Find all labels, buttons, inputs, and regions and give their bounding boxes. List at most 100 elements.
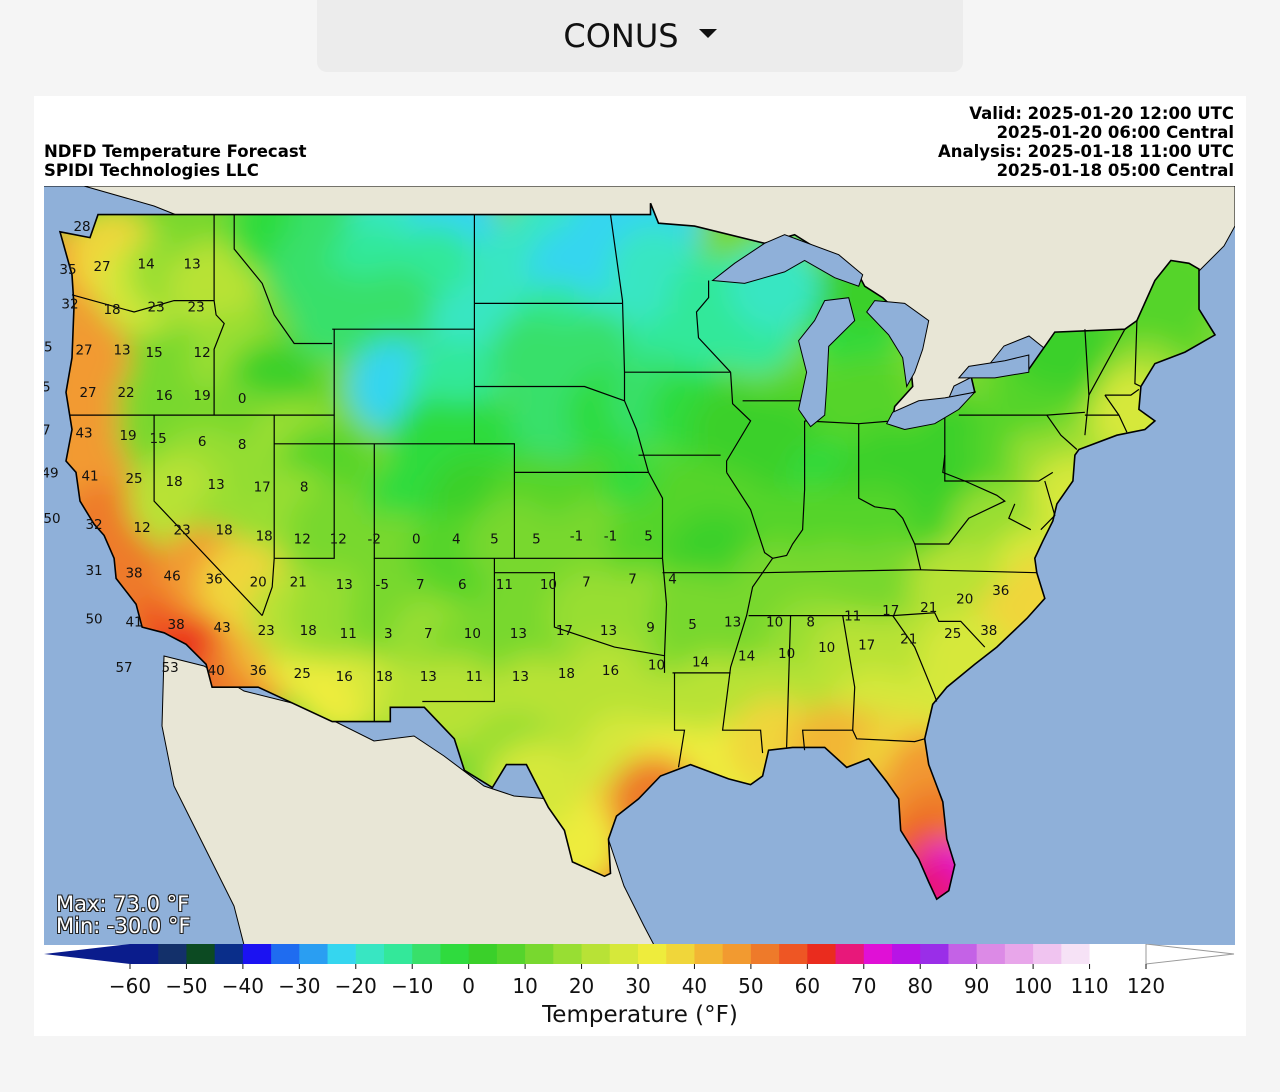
temperature-value-label: 4 <box>452 531 461 547</box>
colorbar-cell <box>130 944 159 964</box>
colorbar-tick-label: 110 <box>1070 974 1108 998</box>
temperature-value-label: 4 <box>668 571 677 587</box>
valid-time-utc: Valid: 2025-01-20 12:00 UTC <box>969 104 1234 123</box>
state-border <box>852 729 925 743</box>
temperature-value-label: 18 <box>256 528 273 544</box>
colorbar-cell <box>299 944 329 964</box>
chevron-down-icon[interactable] <box>698 28 717 38</box>
colorbar-cell <box>158 944 188 964</box>
state-border <box>1040 480 1056 531</box>
temperature-value-label: 7 <box>628 571 637 587</box>
state-border <box>944 415 1054 482</box>
temperature-value-label: 43 <box>75 425 92 441</box>
colorbar-cell <box>807 944 837 964</box>
temperature-value-label: 21 <box>290 574 307 590</box>
colorbar-cell <box>779 944 808 964</box>
analysis-time-utc: Analysis: 2025-01-18 11:00 UTC <box>937 142 1234 161</box>
temperature-value-label: 5 <box>688 617 697 633</box>
colorbar-tick-label: 0 <box>462 974 475 998</box>
temperature-value-label: 18 <box>558 666 575 682</box>
colorbar-cell <box>976 944 1006 964</box>
temperature-value-label: 8 <box>806 614 815 630</box>
state-border <box>695 280 732 373</box>
colorbar-tick-label: 40 <box>682 974 707 998</box>
temperature-value-label: 11 <box>844 609 861 625</box>
colorbar-tick-label: 80 <box>907 974 932 998</box>
temperature-value-label: 13 <box>420 669 437 685</box>
temperature-value-label: 12 <box>294 531 311 547</box>
state-border <box>274 443 335 559</box>
colorbar-cell <box>1089 944 1119 964</box>
colorbar-cell <box>412 944 442 964</box>
colorbar-cell <box>920 944 950 964</box>
min-max-stats: Max: 73.0 °F Min: -30.0 °F <box>56 893 191 937</box>
temperature-value-label: 13 <box>510 626 527 642</box>
state-border <box>233 214 333 345</box>
temperature-value-label: 47 <box>44 422 51 438</box>
state-border <box>1046 411 1085 416</box>
temperature-value-label: 21 <box>900 632 917 648</box>
state-border <box>760 569 1037 574</box>
temperature-value-label: 16 <box>336 669 353 685</box>
state-border <box>609 214 650 473</box>
temperature-value-label: 18 <box>216 523 233 539</box>
state-border <box>673 672 686 768</box>
temperature-value-label: 36 <box>206 571 223 587</box>
state-border <box>786 615 792 748</box>
temperature-value-label: 5 <box>644 528 653 544</box>
temperature-value-label: 3 <box>384 626 393 642</box>
temperature-value-label: 15 <box>145 345 162 361</box>
temperature-blob <box>348 268 441 361</box>
colorbar-cell <box>468 944 498 964</box>
temperature-value-label: 40 <box>208 663 225 679</box>
temperature-value-label: 35 <box>59 262 76 278</box>
temperature-value-label: 14 <box>137 256 154 272</box>
temperature-value-label: 10 <box>778 646 795 662</box>
state-border <box>726 372 752 473</box>
state-border <box>892 615 938 702</box>
temperature-value-label: 28 <box>73 219 90 235</box>
temperature-value-label: 7 <box>582 574 591 590</box>
analysis-time-central: 2025-01-18 05:00 Central <box>996 161 1234 180</box>
colorbar-tick-label: 50 <box>738 974 763 998</box>
temperature-value-label: 13 <box>208 477 225 493</box>
temperature-value-label: 53 <box>162 660 179 676</box>
colorbar-title: Temperature (°F) <box>542 1002 738 1028</box>
colorbar-overflow <box>1145 944 1235 965</box>
temperature-value-label: 12 <box>194 345 211 361</box>
temperature-value-label: 18 <box>300 623 317 639</box>
temperature-value-label: 0 <box>238 391 247 407</box>
temperature-value-label: 32 <box>61 296 78 312</box>
temperature-value-label: 17 <box>254 480 271 496</box>
colorbar-tick-label: 10 <box>512 974 537 998</box>
colorbar-cell <box>327 944 357 964</box>
colorbar-cell <box>271 944 300 964</box>
colorbar-tick-label: 90 <box>964 974 989 998</box>
region-select[interactable]: CONUS <box>317 0 963 72</box>
temperature-value-label: 43 <box>214 620 231 636</box>
temperature-value-label: -1 <box>604 528 617 544</box>
temperature-value-label: 13 <box>184 256 201 272</box>
colorbar-tick-label: −50 <box>165 974 207 998</box>
colorbar-cell <box>355 944 385 964</box>
map-provider: SPIDI Technologies LLC <box>44 161 259 180</box>
temperature-value-label: 16 <box>156 388 173 404</box>
forecast-panel: NDFD Temperature Forecast SPIDI Technolo… <box>34 96 1246 1036</box>
temperature-value-label: 10 <box>648 657 665 673</box>
temperature-value-label: 9 <box>646 620 655 636</box>
temperature-value-label: -2 <box>368 531 381 547</box>
colorbar-cell <box>1061 944 1091 964</box>
temperature-value-label: 41 <box>81 468 98 484</box>
colorbar-cell <box>638 944 667 964</box>
temperature-value-label: 15 <box>150 431 167 447</box>
temperature-value-label: 11 <box>466 669 483 685</box>
colorbar-cell <box>186 944 216 964</box>
temperature-value-label: 31 <box>85 563 102 579</box>
lake <box>798 297 856 428</box>
temperature-value-label: 46 <box>164 569 181 585</box>
temperature-value-label: 23 <box>174 523 191 539</box>
temperature-value-label: 10 <box>766 614 783 630</box>
temperature-value-label: 19 <box>194 388 211 404</box>
state-border <box>1104 388 1140 396</box>
temperature-value-label: 21 <box>920 600 937 616</box>
